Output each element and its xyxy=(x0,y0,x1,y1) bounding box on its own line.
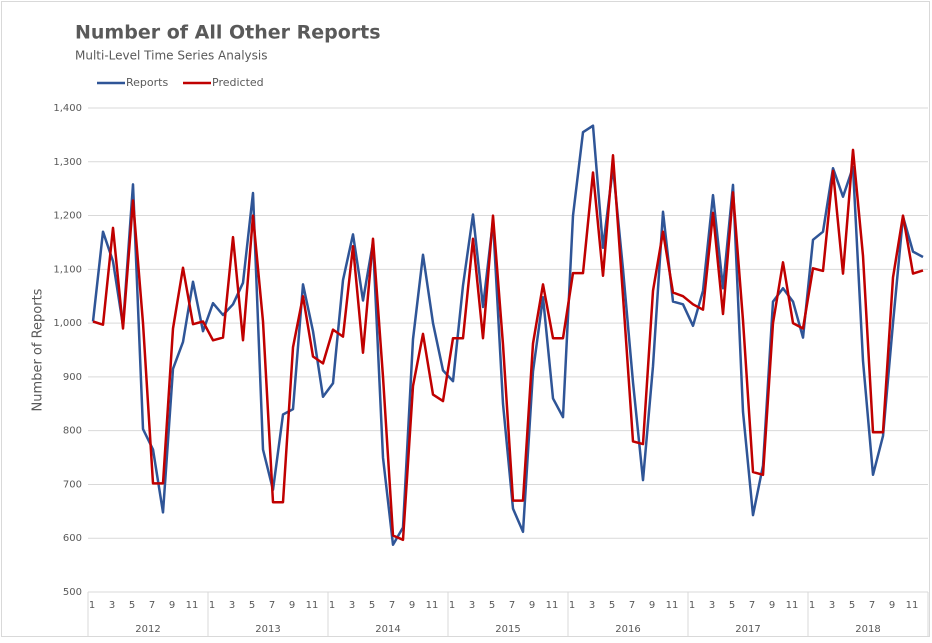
y-tick-label: 1,300 xyxy=(53,157,82,168)
x-tick-label: 11 xyxy=(786,600,799,611)
year-label: 2012 xyxy=(135,624,160,635)
x-tick-label: 5 xyxy=(489,600,495,611)
x-tick-label: 9 xyxy=(289,600,295,611)
year-label: 2013 xyxy=(255,624,280,635)
series-line xyxy=(91,124,924,546)
y-tick-label: 600 xyxy=(63,533,82,544)
y-tick-label: 900 xyxy=(63,372,82,383)
x-tick-label: 7 xyxy=(269,600,275,611)
x-tick-label: 1 xyxy=(209,600,215,611)
legend-label: Predicted xyxy=(212,76,264,89)
year-label: 2017 xyxy=(735,624,760,635)
chart-title: Number of All Other Reports xyxy=(75,22,381,44)
x-tick-label: 1 xyxy=(329,600,335,611)
x-tick-label: 9 xyxy=(409,600,415,611)
x-tick-label: 1 xyxy=(569,600,575,611)
x-tick-label: 3 xyxy=(829,600,835,611)
x-tick-label: 5 xyxy=(369,600,375,611)
x-tick-label: 3 xyxy=(709,600,715,611)
x-tick-label: 7 xyxy=(509,600,515,611)
x-tick-label: 5 xyxy=(849,600,855,611)
x-tick-label: 9 xyxy=(649,600,655,611)
x-tick-label: 3 xyxy=(469,600,475,611)
x-tick-label: 11 xyxy=(306,600,319,611)
y-tick-label: 800 xyxy=(63,426,82,437)
x-tick-label: 11 xyxy=(546,600,559,611)
y-tick-label: 1,400 xyxy=(53,103,82,114)
legend-label: Reports xyxy=(126,76,168,89)
year-label: 2015 xyxy=(495,624,520,635)
x-tick-label: 11 xyxy=(426,600,439,611)
x-tick-label: 1 xyxy=(809,600,815,611)
x-tick-label: 3 xyxy=(109,600,115,611)
x-tick-label: 3 xyxy=(229,600,235,611)
x-tick-label: 1 xyxy=(689,600,695,611)
x-tick-label: 9 xyxy=(889,600,895,611)
x-tick-label: 11 xyxy=(186,600,199,611)
x-tick-label: 7 xyxy=(149,600,155,611)
x-tick-label: 5 xyxy=(729,600,735,611)
x-tick-label: 7 xyxy=(629,600,635,611)
chart-subtitle: Multi-Level Time Series Analysis xyxy=(75,49,268,63)
x-tick-label: 5 xyxy=(129,600,135,611)
y-tick-label: 1,200 xyxy=(53,211,82,222)
x-tick-label: 5 xyxy=(249,600,255,611)
x-tick-label: 5 xyxy=(609,600,615,611)
x-tick-label: 7 xyxy=(389,600,395,611)
x-tick-label: 7 xyxy=(869,600,875,611)
x-tick-label: 11 xyxy=(666,600,679,611)
x-tick-label: 7 xyxy=(749,600,755,611)
year-label: 2016 xyxy=(615,624,640,635)
x-tick-label: 3 xyxy=(349,600,355,611)
x-tick-label: 1 xyxy=(449,600,455,611)
year-label: 2018 xyxy=(855,624,880,635)
series-line xyxy=(92,148,924,542)
x-tick-label: 9 xyxy=(529,600,535,611)
y-axis-label: Number of Reports xyxy=(31,288,46,411)
y-tick-label: 1,000 xyxy=(53,318,82,329)
x-tick-label: 9 xyxy=(169,600,175,611)
x-tick-label: 1 xyxy=(89,600,95,611)
x-tick-label: 9 xyxy=(769,600,775,611)
y-tick-label: 700 xyxy=(63,479,82,490)
x-tick-label: 11 xyxy=(906,600,919,611)
y-tick-label: 1,100 xyxy=(53,264,82,275)
year-label: 2014 xyxy=(375,624,400,635)
x-tick-label: 3 xyxy=(589,600,595,611)
y-tick-label: 500 xyxy=(63,587,82,598)
